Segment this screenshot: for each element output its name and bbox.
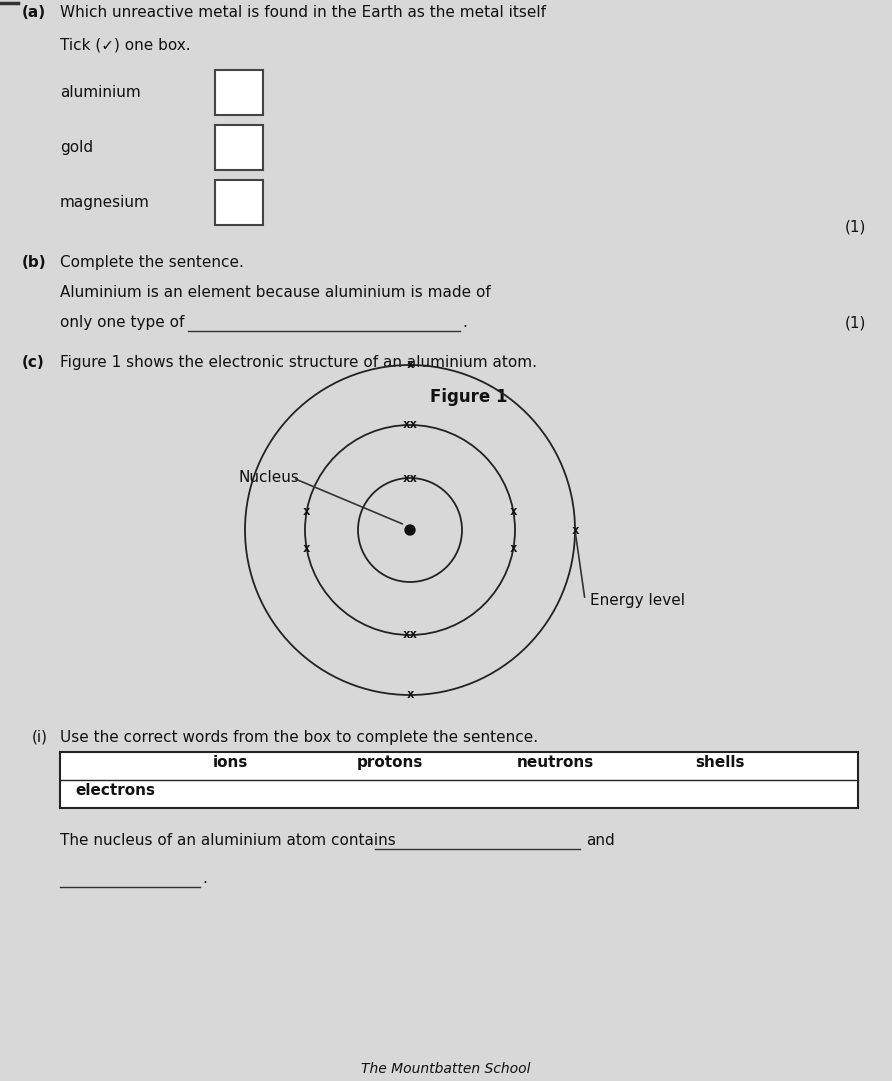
Text: Complete the sentence.: Complete the sentence. — [60, 255, 244, 270]
Text: electrons: electrons — [75, 783, 155, 798]
Text: shells: shells — [695, 755, 745, 770]
Text: and: and — [586, 833, 615, 848]
Bar — [215, 181, 263, 225]
Text: x: x — [303, 542, 310, 555]
Bar — [215, 70, 263, 115]
Text: protons: protons — [357, 755, 423, 770]
Text: .: . — [462, 315, 467, 330]
Text: x: x — [303, 505, 310, 518]
Text: magnesium: magnesium — [60, 195, 150, 210]
Text: xx: xx — [402, 628, 417, 641]
Text: (b): (b) — [22, 255, 46, 270]
Text: x: x — [406, 359, 414, 372]
Circle shape — [405, 525, 415, 535]
Text: Energy level: Energy level — [590, 592, 685, 608]
Text: only one type of: only one type of — [60, 315, 189, 330]
Text: Use the correct words from the box to complete the sentence.: Use the correct words from the box to co… — [60, 730, 538, 745]
Text: xx: xx — [402, 418, 417, 431]
Text: (1): (1) — [845, 315, 866, 330]
Text: Aluminium is an element because aluminium is made of: Aluminium is an element because aluminiu… — [60, 285, 491, 301]
Text: Which unreactive metal is found in the Earth as the metal itself: Which unreactive metal is found in the E… — [60, 5, 546, 21]
Text: (1): (1) — [845, 221, 866, 235]
Text: gold: gold — [60, 141, 93, 155]
Text: ions: ions — [212, 755, 248, 770]
Text: x: x — [509, 505, 517, 518]
Bar — [60, 752, 858, 808]
Text: .: . — [202, 871, 207, 886]
Text: Nucleus: Nucleus — [238, 470, 299, 485]
Text: xx: xx — [402, 471, 417, 484]
Text: aluminium: aluminium — [60, 85, 141, 101]
Text: (i): (i) — [32, 730, 48, 745]
Text: The nucleus of an aluminium atom contains: The nucleus of an aluminium atom contain… — [60, 833, 401, 848]
Text: The Mountbatten School: The Mountbatten School — [361, 1062, 531, 1076]
Text: Figure 1 shows the electronic structure of an aluminium atom.: Figure 1 shows the electronic structure … — [60, 355, 537, 370]
Text: Figure 1: Figure 1 — [430, 388, 508, 406]
Text: x: x — [406, 689, 414, 702]
Text: x: x — [509, 542, 517, 555]
Text: Tick (✓) one box.: Tick (✓) one box. — [60, 38, 191, 53]
Text: (c): (c) — [22, 355, 45, 370]
Text: x: x — [571, 523, 579, 536]
Text: neutrons: neutrons — [516, 755, 593, 770]
Bar — [215, 125, 263, 170]
Text: (a): (a) — [22, 5, 46, 21]
